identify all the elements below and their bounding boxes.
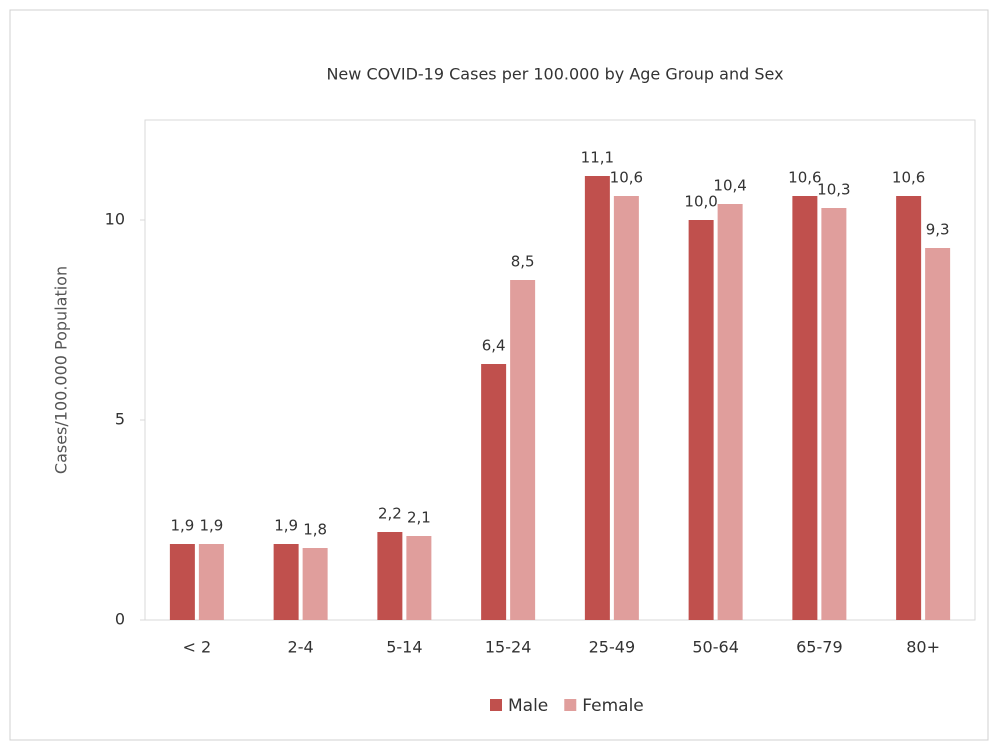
value-label: 1,9 (170, 517, 194, 535)
bar (584, 176, 610, 620)
value-label: 1,9 (199, 517, 223, 535)
bar (406, 536, 432, 620)
bar (613, 196, 639, 620)
bar (896, 196, 922, 620)
value-label: 8,5 (511, 253, 535, 271)
value-label: 10,3 (817, 181, 850, 199)
value-label: 1,8 (303, 521, 327, 539)
bar (377, 532, 403, 620)
x-tick-label: 2-4 (288, 638, 314, 657)
y-tick-label: 5 (115, 410, 125, 429)
bar (169, 544, 195, 620)
x-tick-label: 15-24 (485, 638, 532, 657)
bar (302, 548, 328, 620)
value-label: 11,1 (581, 149, 614, 167)
bar (821, 208, 847, 620)
value-label: 10,4 (713, 177, 746, 195)
x-tick-label: 5-14 (386, 638, 422, 657)
value-label: 10,0 (684, 193, 717, 211)
value-label: 1,9 (274, 517, 298, 535)
legend-label: Male (508, 696, 548, 716)
value-label: 2,1 (407, 509, 431, 527)
bar (510, 280, 536, 620)
y-tick-label: 0 (115, 610, 125, 629)
value-label: 6,4 (482, 337, 506, 355)
legend-label: Female (582, 696, 643, 716)
x-tick-label: 50-64 (692, 638, 739, 657)
bar (792, 196, 818, 620)
bar (717, 204, 743, 620)
value-label: 9,3 (926, 221, 950, 239)
y-tick-label: 10 (105, 210, 125, 229)
value-label: 10,6 (788, 169, 821, 187)
value-label: 10,6 (892, 169, 925, 187)
bar (481, 364, 507, 620)
legend-swatch (564, 699, 577, 711)
x-tick-label: < 2 (183, 638, 212, 657)
value-label: 10,6 (610, 169, 643, 187)
chart-border (9, 9, 989, 741)
x-tick-label: 25-49 (589, 638, 636, 657)
y-axis-label: Cases/100.000 Population (52, 266, 71, 474)
legend-swatch (490, 699, 502, 711)
bar (273, 544, 299, 620)
bar (688, 220, 714, 620)
x-tick-label: 80+ (906, 638, 940, 657)
plot-area (144, 119, 976, 621)
bar (925, 248, 951, 620)
chart-title: New COVID-19 Cases per 100.000 by Age Gr… (326, 65, 783, 84)
bar (198, 544, 224, 620)
value-label: 2,2 (378, 505, 402, 523)
x-tick-label: 65-79 (796, 638, 843, 657)
